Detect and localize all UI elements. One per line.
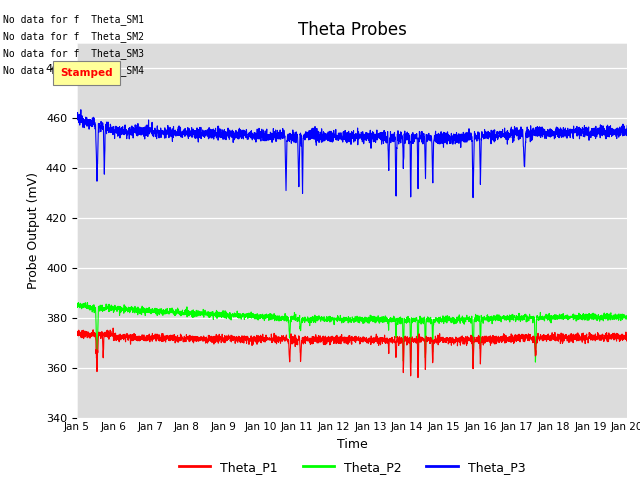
Y-axis label: Probe Output (mV): Probe Output (mV) bbox=[28, 172, 40, 289]
Legend: Theta_P1, Theta_P2, Theta_P3: Theta_P1, Theta_P2, Theta_P3 bbox=[173, 456, 531, 479]
Title: Theta Probes: Theta Probes bbox=[298, 21, 406, 39]
Text: No data for f  Theta_SM1: No data for f Theta_SM1 bbox=[3, 14, 144, 25]
Text: Stamped: Stamped bbox=[60, 68, 113, 78]
X-axis label: Time: Time bbox=[337, 438, 367, 451]
Text: No data for f  Theta_SM3: No data for f Theta_SM3 bbox=[3, 48, 144, 59]
Text: No data for f  Theta_SM4: No data for f Theta_SM4 bbox=[3, 65, 144, 76]
Text: No data for f  Theta_SM2: No data for f Theta_SM2 bbox=[3, 31, 144, 42]
